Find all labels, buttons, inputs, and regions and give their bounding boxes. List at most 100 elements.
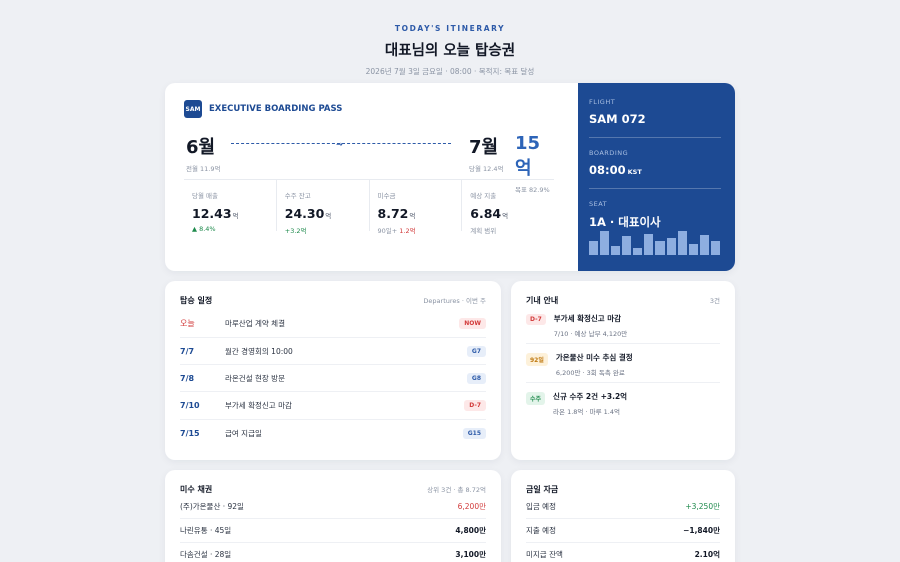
barcode-bars [589, 230, 720, 255]
pass-brand: SAM EXECUTIVE BOARDING PASS [184, 100, 342, 118]
itinerary-event: 라온건설 현장 방문 [225, 373, 285, 383]
seat-value: 1A · 대표이사 [589, 215, 661, 229]
route: 6월 전월 11.9억 → 7월 당월 12.4억 15억 목표 82.9% [184, 133, 554, 194]
cash-header: 금일 자금 [526, 484, 720, 495]
itinerary-card: 탑승 일정 Departures · 이번 주 오늘 마루산업 계약 체결 NO… [165, 281, 501, 460]
notice-item[interactable]: 수주 신규 수주 2건 +3.2억 라온 1.8억 · 마루 1.4억 [526, 382, 720, 416]
notice-tag: 수주 [526, 392, 546, 405]
receivables-title: 미수 채권 [180, 485, 213, 494]
notice-header: 기내 안내 3건 [526, 295, 720, 306]
cash-title: 금일 자금 [526, 485, 559, 494]
header-kicker: TODAY'S ITINERARY [394, 24, 506, 33]
receivables-card: 미수 채권 상위 3건 · 총 8.72억 (주)가온물산 · 92일 6,20… [165, 470, 501, 562]
route-dash-line [231, 143, 451, 144]
barcode-bar [710, 241, 720, 255]
notice-item-title: 부가세 확정신고 마감 [553, 314, 622, 323]
stat-row: 당월 매출 12.43억 ▲ 8.4% 수주 잔고 24.30억 +3.2억 미… [184, 179, 554, 235]
receivable-name: (주)가온물산 · 92일 [180, 501, 244, 511]
barcode-bar [600, 231, 610, 255]
notice-count: 3건 [709, 297, 720, 305]
cash-row-amount: +3,250만 [685, 501, 720, 511]
barcode-bar [611, 246, 621, 255]
notice-item[interactable]: D-7 부가세 확정신고 마감 7/10 · 예상 납부 4,120만 [526, 313, 720, 338]
cash-row[interactable]: 입금 예정 +3,250만 [526, 494, 720, 518]
plane-icon: → [336, 140, 343, 149]
barcode-bar [677, 231, 687, 255]
notice-title: 기내 안내 [526, 296, 559, 305]
itinerary-row[interactable]: 7/10 부가세 확정신고 마감 D-7 [180, 391, 486, 418]
notice-item[interactable]: 92일 가온물산 미수 추심 결정 6,200만 · 3회 독촉 완료 [526, 343, 720, 377]
page-subtitle: 2026년 7월 3일 금요일 · 08:00 · 목적지: 목표 달성 [365, 67, 535, 76]
cash-row-label: 지출 예정 [526, 526, 556, 535]
stat-expense[interactable]: 예상 지출 6.84억 계획 범위 [461, 180, 554, 235]
itinerary-row[interactable]: 7/7 월간 경영회의 10:00 G7 [180, 337, 486, 364]
receivable-amount: 4,800만 [455, 526, 486, 535]
stat-label: 예상 지출 [470, 192, 497, 200]
receivable-name: 다솜건설 · 28일 [180, 550, 232, 559]
boarding-label: BOARDING [589, 149, 629, 157]
route-goal: 15억 목표 82.9% [515, 133, 554, 194]
notice-item-sub: 7/10 · 예상 납부 4,120만 [553, 330, 628, 338]
notice-item-sub: 라온 1.8억 · 마루 1.4억 [553, 408, 620, 416]
barcode-bar [589, 241, 599, 255]
itinerary-tag: D-7 [464, 399, 486, 411]
cash-row-amount: 2.10억 [694, 550, 720, 559]
barcode-bar [666, 237, 676, 255]
itinerary-row[interactable]: 7/8 라온건설 현장 방문 G8 [180, 364, 486, 391]
barcode-bar [699, 235, 709, 255]
flight-number: SAM 072 [589, 112, 646, 126]
stat-label: 미수금 [377, 192, 396, 200]
notice-item-title: 신규 수주 2건 +3.2억 [553, 392, 628, 401]
receivable-amount: 3,100만 [455, 550, 486, 559]
itinerary-tag: G8 [466, 372, 486, 384]
receivable-row[interactable]: (주)가온물산 · 92일 6,200만 [180, 494, 486, 518]
flight-block: FLIGHT SAM 072 [589, 83, 721, 126]
cash-row-label: 입금 예정 [526, 501, 556, 511]
receivable-row[interactable]: 다솜건설 · 28일 3,100만 [180, 542, 486, 562]
itinerary-tag: G15 [462, 427, 486, 439]
stat-revenue[interactable]: 당월 매출 12.43억 ▲ 8.4% [184, 180, 276, 233]
barcode-bar [688, 243, 698, 255]
stat-value: 6.84억 [470, 206, 509, 221]
barcode-bar [633, 247, 643, 255]
cash-card: 금일 자금 입금 예정 +3,250만 지출 예정 −1,840만 미지급 잔액… [511, 470, 735, 562]
destination-month: 7월 [469, 137, 499, 158]
receivables-meta: 상위 3건 · 총 8.72억 [427, 486, 486, 494]
boarding-time: 08:00 KST [589, 163, 642, 177]
pass-stub: FLIGHT SAM 072 BOARDING 08:00 KST SEAT 1A… [578, 83, 735, 271]
itinerary-date: 7/10 [180, 400, 200, 410]
cash-row-amount: −1,840만 [683, 526, 720, 535]
origin-month: 6월 [186, 137, 216, 158]
boarding-block: BOARDING 08:00 KST [589, 137, 721, 177]
itinerary-event: 부가세 확정신고 마감 [225, 400, 292, 410]
receivable-row[interactable]: 나린유통 · 45일 4,800만 [180, 518, 486, 542]
brand-logo: SAM [184, 100, 202, 118]
goal-note: 목표 82.9% [515, 186, 550, 194]
itinerary-event: 마루산업 계약 체결 [225, 319, 285, 328]
itinerary-row[interactable]: 오늘 마루산업 계약 체결 NOW [180, 310, 486, 337]
stat-backlog[interactable]: 수주 잔고 24.30억 +3.2억 [275, 180, 369, 235]
stat-value: 24.30억 [284, 206, 332, 221]
receivable-name: 나린유통 · 45일 [180, 526, 232, 535]
notice-item-sub: 6,200만 · 3회 독촉 완료 [555, 369, 625, 377]
route-destination: 7월 당월 12.4억 [469, 133, 503, 173]
brand-name: EXECUTIVE BOARDING PASS [209, 104, 343, 114]
receivables-header: 미수 채권 상위 3건 · 총 8.72억 [180, 484, 486, 495]
page-title: 대표님의 오늘 탑승권 [384, 43, 516, 59]
stat-receivables[interactable]: 미수금 8.72억 90일+ 1.2억 [368, 180, 462, 235]
destination-note: 당월 12.4억 [469, 165, 504, 173]
stat-value: 12.43억 [192, 206, 239, 221]
notice-card: 기내 안내 3건 D-7 부가세 확정신고 마감 7/10 · 예상 납부 4,… [511, 281, 735, 460]
page-header: TODAY'S ITINERARY 대표님의 오늘 탑승권 2026년 7월 3… [0, 24, 900, 77]
stat-label: 당월 매출 [192, 192, 218, 200]
barcode-bar [622, 236, 632, 255]
pass-main: SAM EXECUTIVE BOARDING PASS 6월 전월 11.9억 … [165, 83, 578, 271]
itinerary-title: 탑승 일정 [180, 296, 213, 305]
cash-row[interactable]: 미지급 잔액 2.10억 [526, 542, 720, 562]
stat-note: 계획 범위 [470, 227, 497, 235]
seat-label: SEAT [589, 200, 608, 208]
itinerary-row[interactable]: 7/15 급여 지급일 G15 [180, 419, 486, 446]
boarding-pass-card[interactable]: SAM EXECUTIVE BOARDING PASS 6월 전월 11.9억 … [165, 83, 735, 271]
itinerary-date: 7/8 [180, 373, 195, 383]
cash-row[interactable]: 지출 예정 −1,840만 [526, 518, 720, 542]
